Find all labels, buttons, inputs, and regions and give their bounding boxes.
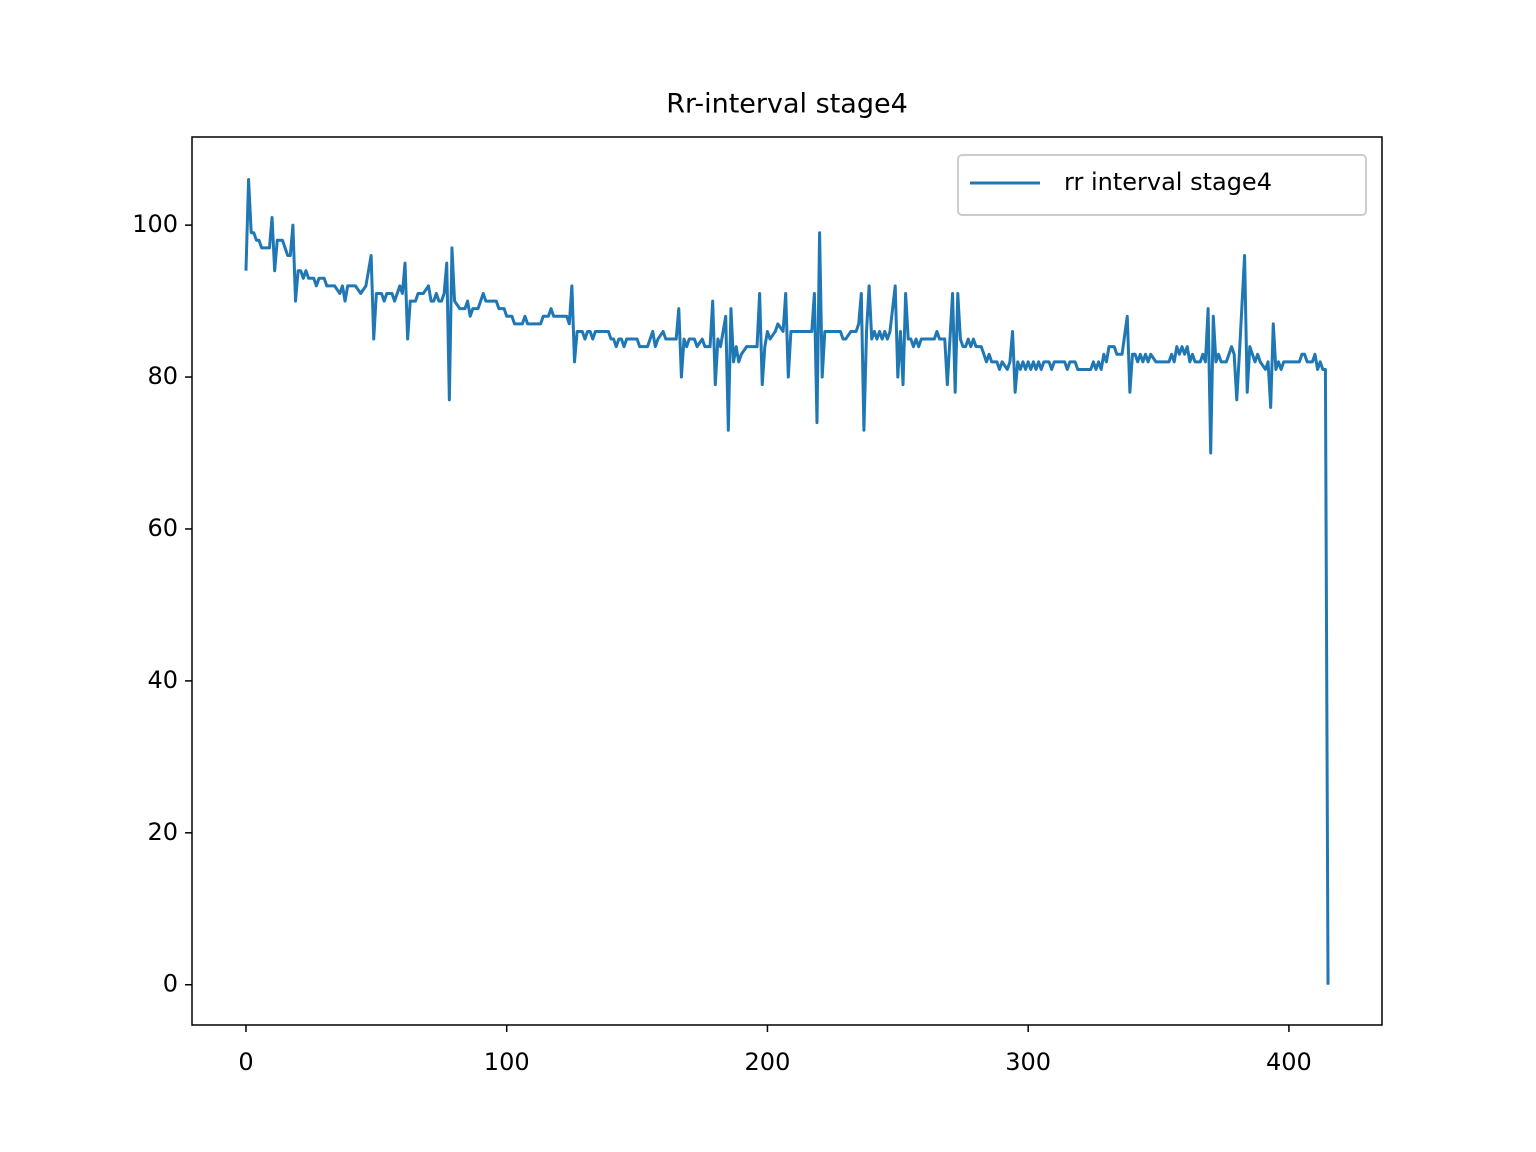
y-tick-label: 100 [132, 210, 178, 238]
x-tick-label: 100 [484, 1048, 530, 1076]
y-tick-label: 80 [147, 362, 178, 390]
y-tick-label: 40 [147, 666, 178, 694]
legend-label: rr interval stage4 [1064, 168, 1272, 196]
x-tick-label: 300 [1005, 1048, 1051, 1076]
x-tick-label: 400 [1266, 1048, 1312, 1076]
x-tick-label: 0 [238, 1048, 253, 1076]
data-line [244, 178, 1330, 985]
chart-title: Rr-interval stage4 [666, 89, 908, 120]
y-tick-label: 20 [147, 818, 178, 846]
x-tick-label: 200 [745, 1048, 791, 1076]
plot-frame [191, 136, 1383, 1026]
y-tick-label: 60 [147, 514, 178, 542]
legend-box [957, 154, 1367, 216]
y-tick-label: 0 [163, 970, 178, 998]
